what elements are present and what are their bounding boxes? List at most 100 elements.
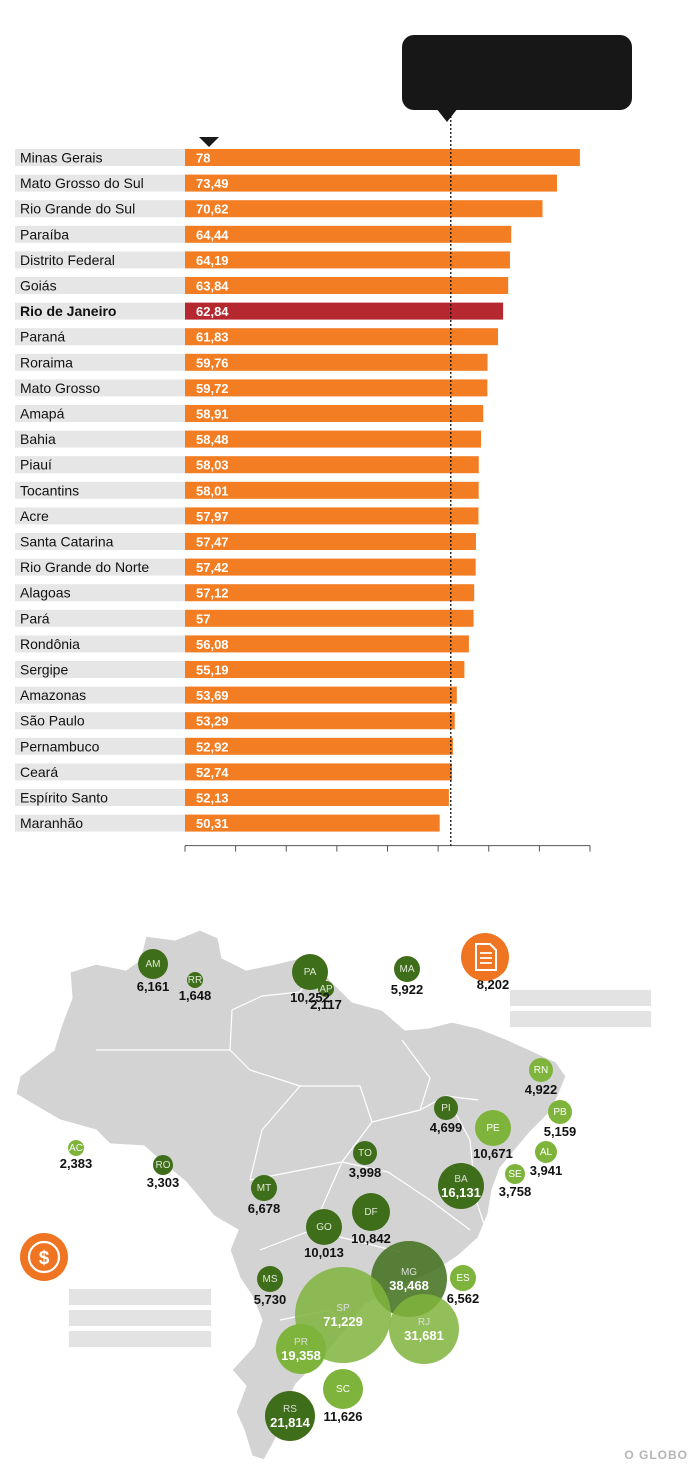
bar-row: Bahia 58,48 <box>15 430 482 448</box>
map-land <box>15 929 567 1461</box>
bar <box>185 533 476 550</box>
bar <box>185 558 476 576</box>
state-circle <box>535 1141 557 1163</box>
state-value-label: 16,131 <box>441 1185 481 1200</box>
bar-value-label: 62,84 <box>196 304 229 319</box>
state-code-label: TO <box>358 1148 372 1159</box>
bar <box>185 814 440 832</box>
category-label-bg <box>15 507 185 525</box>
state-circle <box>438 1163 484 1209</box>
category-label-bg <box>15 686 185 704</box>
bar-value-label: 52,92 <box>196 739 229 754</box>
state-marker: AL 3,941 <box>530 1141 562 1178</box>
state-code-label: PE <box>486 1123 500 1134</box>
bar <box>185 584 475 602</box>
state-value-label: 21,814 <box>270 1415 311 1430</box>
bar <box>185 737 453 755</box>
state-value-label: 6,678 <box>248 1201 281 1216</box>
category-label: Rondônia <box>20 636 80 652</box>
map-country-outline <box>15 929 567 1461</box>
state-value-label: 38,468 <box>389 1278 429 1293</box>
state-value-label: 71,229 <box>323 1314 363 1329</box>
category-label: Amapá <box>20 406 65 422</box>
category-label: Mato Grosso <box>20 380 100 396</box>
bar-row: Sergipe 55,19 <box>15 661 465 678</box>
bar-row: Rio Grande do Norte 57,42 <box>15 558 476 576</box>
state-code-label: PI <box>441 1103 450 1114</box>
state-circle <box>153 1155 173 1175</box>
bar <box>185 328 499 346</box>
state-circle <box>389 1294 459 1364</box>
bar-row: Pernambuco 52,92 <box>15 737 453 755</box>
state-code-label: AC <box>69 1143 83 1154</box>
bar-row: Minas Gerais 78 <box>15 149 580 166</box>
bar <box>185 379 488 397</box>
bar-value-label: 57,97 <box>196 509 229 524</box>
bar <box>185 302 504 320</box>
state-value-label: 31,681 <box>404 1328 444 1343</box>
state-value-label: 4,922 <box>525 1082 558 1097</box>
bar-value-label: 58,48 <box>196 432 229 447</box>
category-label: Rio Grande do Sul <box>20 201 135 217</box>
bar <box>185 149 580 166</box>
state-code-label: AP <box>319 984 333 995</box>
bar <box>185 507 479 525</box>
bar-value-label: 58,91 <box>196 407 229 422</box>
bar-row: Ceará 52,74 <box>15 763 452 781</box>
bar-row: Rondônia 56,08 <box>15 635 469 653</box>
state-value-label: 1,648 <box>179 988 212 1003</box>
bar-chart: Minas Gerais 78 Mato Grosso do Sul 73,49 Rio… <box>15 116 591 852</box>
category-label-bg <box>15 558 185 576</box>
legend-box-5 <box>69 1331 211 1347</box>
state-marker: MS 5,730 <box>254 1266 286 1307</box>
category-label: Minas Gerais <box>20 150 102 166</box>
category-label: São Paulo <box>20 713 85 729</box>
state-marker: SC 11,626 <box>323 1369 363 1424</box>
bar-value-label: 50,31 <box>196 816 229 831</box>
bar-row: Tocantins 58,01 <box>15 481 479 499</box>
svg-text:$: $ <box>39 1248 50 1269</box>
bar-value-label: 57,47 <box>196 535 229 550</box>
state-marker: MT 6,678 <box>248 1175 281 1216</box>
category-label: Bahia <box>20 431 56 447</box>
state-marker: PI 4,699 <box>430 1096 462 1135</box>
bar-row: Paraíba 64,44 <box>15 225 512 243</box>
state-value-label: 6,161 <box>137 979 170 994</box>
state-circle <box>68 1140 84 1156</box>
state-marker: SE 3,758 <box>499 1164 532 1199</box>
state-value-label: 3,998 <box>349 1165 382 1180</box>
document-icon <box>461 933 509 981</box>
bar-value-label: 64,19 <box>196 253 229 268</box>
state-value-label: 3,758 <box>499 1184 532 1199</box>
state-value-label: 19,358 <box>281 1348 321 1363</box>
category-label: Santa Catarina <box>20 534 114 550</box>
bar-value-label: 57,42 <box>196 560 229 575</box>
bar-value-label: 59,76 <box>196 355 229 370</box>
state-circle <box>529 1058 553 1082</box>
category-label-bg <box>15 174 185 192</box>
category-label: Rio Grande do Norte <box>20 559 149 575</box>
bar-row: Mato Grosso 59,72 <box>15 379 488 397</box>
category-label-bg <box>15 661 185 678</box>
category-label-bg <box>15 430 185 448</box>
legend-box-4 <box>69 1310 211 1326</box>
state-value-label: 5,159 <box>544 1124 577 1139</box>
state-code-label: MA <box>400 964 415 975</box>
state-circle <box>292 954 328 990</box>
state-code-label: SP <box>336 1303 350 1314</box>
state-circle <box>276 1324 326 1374</box>
bar <box>185 686 457 704</box>
state-code-label: AL <box>540 1147 553 1158</box>
category-label-bg <box>15 737 185 755</box>
bar-value-label: 73,49 <box>196 176 229 191</box>
state-marker: PA 10,252 <box>290 954 330 1005</box>
category-label: Acre <box>20 508 49 524</box>
bar-value-label: 57 <box>196 611 210 626</box>
bar <box>185 661 465 678</box>
state-marker: MA 5,922 <box>391 956 423 997</box>
state-marker: DF 10,842 <box>351 1193 391 1246</box>
bar-row: Roraima 59,76 <box>15 353 488 371</box>
category-label-bg <box>15 609 185 627</box>
state-marker: TO 3,998 <box>349 1141 382 1180</box>
category-label-bg <box>15 584 185 602</box>
